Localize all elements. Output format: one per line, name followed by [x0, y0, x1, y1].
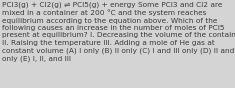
Text: PCl3(g) + Cl2(g) ⇌ PCl5(g) + energy Some PCl3 and Cl2 are
mixed in a container a: PCl3(g) + Cl2(g) ⇌ PCl5(g) + energy Some… — [2, 1, 235, 62]
